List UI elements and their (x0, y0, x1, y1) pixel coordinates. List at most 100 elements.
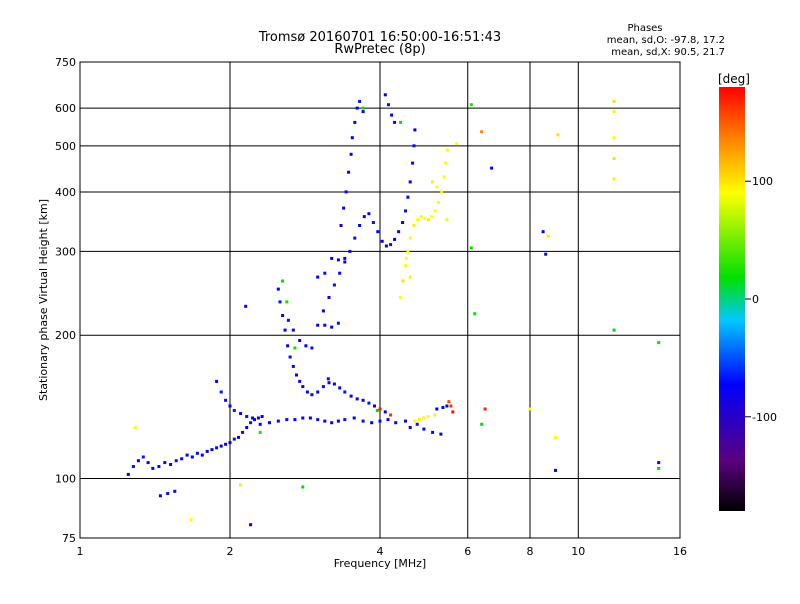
echo-point (310, 346, 314, 350)
echo-point (301, 385, 305, 389)
echo-point (316, 418, 320, 422)
echo-point (422, 416, 426, 420)
echo-point (439, 432, 443, 436)
echo-point (327, 296, 331, 299)
echo-point (546, 234, 550, 238)
echo-point (305, 390, 309, 394)
echo-point (444, 161, 448, 165)
echo-point (383, 410, 387, 414)
echo-point (344, 190, 348, 194)
echo-point (445, 218, 449, 222)
echo-point (338, 271, 342, 275)
echo-point (343, 390, 347, 394)
echo-point (430, 215, 434, 219)
echo-point (304, 344, 308, 348)
echo-point (469, 103, 473, 107)
plot-frame (79, 61, 681, 539)
echo-point (361, 110, 365, 114)
echo-point (657, 466, 661, 470)
echo-point (480, 422, 484, 426)
echo-point (556, 133, 560, 137)
echo-point (612, 328, 616, 332)
colorbar-tick-label: 100 (752, 175, 773, 188)
echo-point (353, 236, 357, 240)
echo-point (166, 492, 170, 495)
echo-point (316, 390, 320, 394)
echo-point (278, 300, 282, 304)
echo-point (343, 256, 347, 260)
echo-point (483, 407, 487, 411)
echo-point (286, 344, 290, 348)
echo-point (435, 407, 439, 411)
echo-point (241, 430, 245, 434)
echo-point (412, 144, 416, 148)
echo-point (399, 296, 403, 299)
echo-point (291, 364, 295, 368)
echo-point (157, 465, 161, 468)
echo-point (418, 418, 421, 422)
echo-point (358, 224, 362, 227)
echo-point (308, 416, 312, 420)
echo-point (442, 175, 446, 179)
echo-point (131, 465, 135, 468)
echo-point (361, 398, 365, 402)
echo-point (376, 230, 380, 234)
echo-point (316, 323, 320, 327)
echo-point (190, 455, 194, 459)
echo-point (612, 99, 616, 103)
echo-point (404, 209, 407, 213)
echo-point (336, 258, 340, 262)
echo-point (445, 404, 449, 408)
echo-point (151, 466, 155, 470)
echo-point (404, 256, 408, 260)
x-tick-label: 6 (464, 545, 471, 558)
echo-point (348, 249, 352, 253)
echo-point (323, 271, 327, 275)
echo-point (408, 275, 412, 279)
echo-point (389, 243, 393, 247)
echo-point (612, 136, 616, 140)
phases-o-stats: mean, sd,O: -97.8, 17.2 (607, 35, 725, 46)
echo-point (281, 279, 285, 283)
echo-point (293, 346, 297, 350)
echo-point (480, 130, 484, 134)
echo-point (228, 404, 232, 408)
echo-point (657, 461, 661, 465)
y-tick-label: 200 (55, 329, 76, 342)
echo-point (393, 120, 397, 124)
echo-point (180, 457, 184, 461)
echo-point (126, 472, 130, 476)
echo-point (173, 489, 177, 493)
echo-point (358, 99, 362, 103)
echo-point (224, 398, 228, 402)
grid-lines (80, 62, 680, 538)
echo-point (268, 421, 271, 425)
echo-point (384, 244, 388, 248)
echo-point (404, 419, 407, 423)
y-axis-ticks: 75 100 200 300 400 500 600 750 (55, 56, 76, 545)
x-tick-label: 4 (377, 545, 384, 558)
echo-point (378, 407, 382, 411)
echo-point (612, 177, 616, 181)
echo-point (455, 142, 459, 146)
echo-point (375, 409, 379, 412)
echo-point (249, 523, 253, 527)
echo-point (378, 419, 382, 423)
echo-point (133, 426, 137, 429)
echo-point (141, 455, 145, 459)
echo-point (370, 421, 374, 425)
echo-point (433, 413, 437, 417)
echo-point (210, 448, 214, 452)
echo-point (449, 404, 453, 408)
echo-point (426, 218, 430, 222)
y-tick-label: 400 (55, 186, 76, 199)
echo-point (245, 415, 249, 418)
echo-point (386, 418, 390, 422)
echo-point (435, 185, 439, 189)
echo-point (286, 318, 290, 322)
echo-point (404, 264, 407, 268)
colorbar (719, 87, 745, 511)
echo-point (163, 461, 167, 465)
